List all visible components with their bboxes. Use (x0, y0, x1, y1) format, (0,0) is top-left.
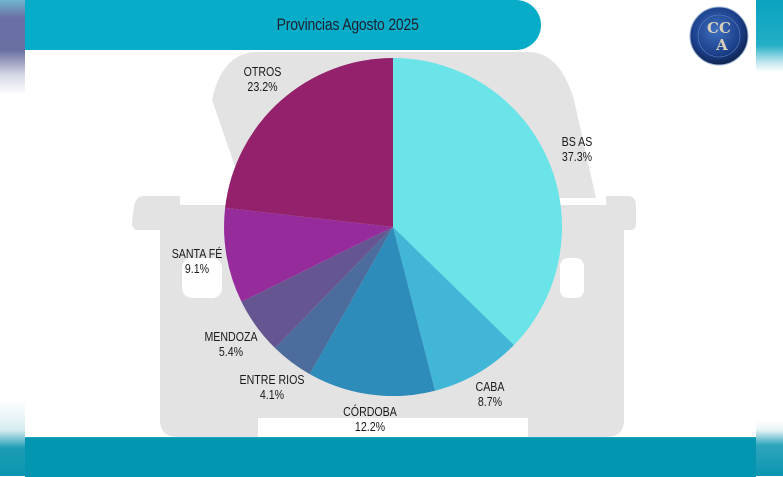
cca-logo-icon: CC A (689, 6, 749, 66)
slice-santa-fe (224, 207, 393, 302)
chart-title: Provincias Agosto 2025 (276, 15, 420, 34)
pie-slices (224, 57, 563, 397)
label-value: 37.3% (561, 150, 593, 164)
svg-text:CC: CC (707, 19, 731, 37)
title-bar: Provincias Agosto 2025 (25, 0, 541, 50)
label-value: 5.4% (218, 345, 244, 359)
label-entre-rios: ENTRE RIOS 4.1% (238, 373, 306, 403)
label-value: 4.1% (259, 388, 285, 402)
label-cordoba: CÓRDOBA 12.2% (340, 405, 400, 435)
label-value: 8.7% (477, 395, 503, 409)
label-name: BS AS (561, 135, 593, 149)
svg-text:A: A (715, 36, 728, 54)
label-name: ENTRE RIOS (239, 373, 305, 387)
slice-mendoza (241, 227, 393, 348)
slice-otros (225, 58, 393, 227)
label-name: MENDOZA (204, 330, 258, 344)
label-value: 12.2% (354, 420, 386, 434)
slice-entre-rios (275, 227, 393, 375)
slice-caba (393, 227, 514, 391)
label-caba: CABA 8.7% (469, 380, 512, 410)
label-value: 23.2% (247, 80, 278, 94)
right-edge-decoration (756, 0, 783, 476)
label-bs-as: BS AS 37.3% (556, 135, 599, 165)
slice-cordoba (309, 227, 435, 397)
label-name: CABA (475, 380, 505, 394)
label-santa-fe: SANTA FÉ 9.1% (171, 247, 224, 277)
label-name: CÓRDOBA (343, 405, 397, 419)
label-otros: OTROS 23.2% (239, 65, 286, 95)
label-name: OTROS (243, 65, 282, 79)
left-edge-decoration (0, 0, 25, 476)
slice-bs-as (393, 57, 563, 345)
footer-band (25, 437, 756, 477)
label-mendoza: MENDOZA 5.4% (201, 330, 261, 360)
label-name: SANTA FÉ (171, 247, 223, 261)
label-value: 9.1% (184, 262, 210, 276)
